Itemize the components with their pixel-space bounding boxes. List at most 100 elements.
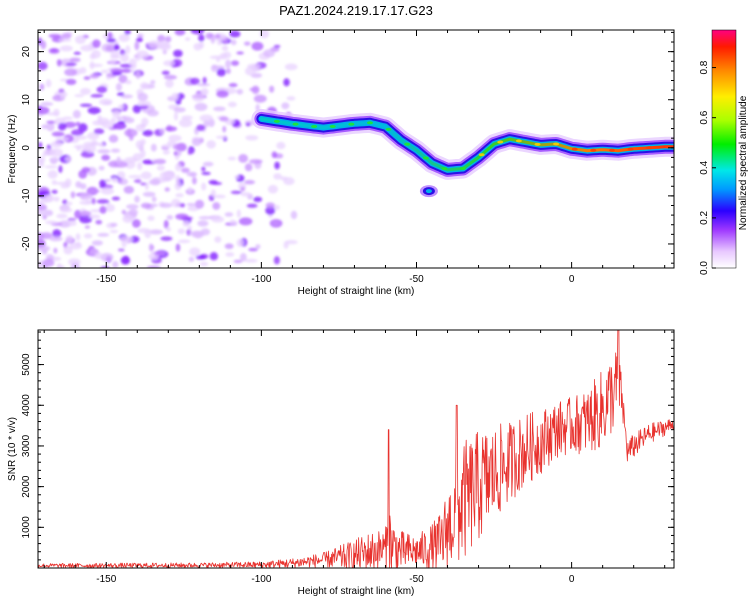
noise-patch	[140, 202, 152, 209]
noise-patch	[165, 126, 178, 132]
noise-patch	[87, 132, 100, 140]
noise-patch	[206, 140, 216, 149]
noise-patch	[41, 212, 49, 216]
noise-patch	[173, 49, 183, 58]
noise-patch	[283, 78, 290, 87]
spectrogram-x-tick-label: 0	[569, 274, 575, 285]
noise-patch	[39, 83, 45, 91]
noise-patch	[146, 265, 161, 268]
noise-patch	[177, 228, 186, 235]
noise-patch	[210, 64, 218, 73]
noise-patch	[181, 115, 193, 120]
noise-patch	[75, 135, 88, 140]
noise-patch	[62, 116, 73, 120]
noise-patch	[124, 30, 131, 35]
noise-patch	[120, 94, 133, 99]
noise-patch	[110, 148, 121, 153]
noise-patch	[94, 251, 103, 260]
noise-patch	[197, 83, 211, 87]
noise-patch	[128, 58, 137, 67]
ridge-hotspot	[590, 148, 597, 152]
noise-patch	[156, 165, 165, 171]
noise-patch	[147, 215, 155, 221]
noise-patch	[92, 120, 105, 126]
noise-patch	[229, 30, 241, 38]
noise-patch	[166, 226, 171, 232]
noise-patch	[48, 48, 60, 54]
spectrogram-y-tick-label: 0	[21, 145, 32, 151]
noise-patch	[175, 174, 180, 184]
noise-patch	[157, 34, 166, 43]
noise-patch	[228, 82, 238, 88]
noise-patch	[196, 124, 206, 132]
noise-patch	[108, 59, 116, 65]
noise-patch	[110, 222, 118, 227]
noise-patch	[212, 202, 221, 210]
noise-patch	[110, 117, 117, 123]
noise-patch	[236, 88, 244, 95]
noise-patch	[214, 33, 221, 39]
noise-patch	[40, 40, 47, 50]
noise-patch	[48, 33, 62, 38]
noise-patch	[269, 85, 275, 93]
noise-patch	[63, 246, 73, 255]
ridge-hotspot	[460, 166, 467, 170]
noise-patch	[123, 185, 135, 194]
noise-patch	[104, 178, 111, 182]
noise-patch	[40, 199, 49, 204]
noise-patch	[245, 122, 251, 127]
noise-patch	[38, 141, 43, 149]
noise-patch	[96, 86, 108, 94]
noise-patch	[225, 252, 235, 257]
noise-patch	[59, 45, 73, 52]
noise-patch	[133, 179, 141, 183]
noise-patch	[135, 38, 143, 42]
snr-series-line	[38, 330, 674, 568]
noise-patch	[174, 182, 182, 191]
ridge-hotspot	[292, 122, 299, 126]
noise-patch	[194, 199, 205, 209]
figure-title: PAZ1.2024.219.17.17.G23	[279, 3, 433, 18]
noise-patch	[58, 165, 63, 174]
noise-patch	[147, 40, 161, 49]
noise-patch	[280, 176, 288, 181]
noise-patch	[187, 150, 192, 155]
noise-patch	[89, 63, 103, 68]
noise-patch	[38, 106, 50, 115]
noise-patch	[238, 153, 249, 163]
noise-patch	[92, 39, 101, 48]
snr-y-tick-label: 2000	[21, 475, 32, 498]
noise-patch	[273, 44, 281, 48]
noise-patch	[175, 163, 182, 172]
noise-patch	[265, 206, 276, 215]
noise-patch	[173, 107, 186, 113]
colorbar-tick-label: 0.6	[699, 110, 710, 124]
noise-patch	[214, 236, 222, 243]
spectrogram-heatmap	[38, 30, 674, 268]
noise-patch	[227, 101, 237, 108]
noise-patch	[112, 110, 121, 119]
colorbar-ticks: 0.0 0.2 0.4 0.6 0.8	[699, 60, 716, 275]
noise-patch	[240, 186, 246, 192]
noise-patch	[98, 142, 105, 148]
colorbar: 0.0 0.2 0.4 0.6 0.8 Normalized spectral ampl…	[699, 29, 749, 275]
noise-patch	[40, 101, 54, 106]
noise-patch	[244, 258, 258, 263]
noise-patch	[107, 31, 113, 39]
snr-y-tick-label: 3000	[21, 434, 32, 457]
noise-patch	[126, 204, 139, 210]
noise-patch	[131, 219, 141, 228]
spectrogram-noise	[38, 30, 298, 268]
noise-patch	[230, 60, 240, 66]
noise-patch	[98, 98, 113, 106]
noise-patch	[70, 191, 76, 199]
noise-patch	[188, 256, 195, 262]
noise-patch	[200, 90, 207, 95]
noise-patch	[122, 214, 134, 223]
noise-patch	[109, 229, 119, 234]
snr-axes: -150 -100 -50 0 1000 2000 3000 4000 5000	[21, 330, 674, 585]
noise-patch	[140, 171, 152, 180]
noise-patch	[215, 135, 228, 139]
noise-patch	[238, 217, 253, 226]
